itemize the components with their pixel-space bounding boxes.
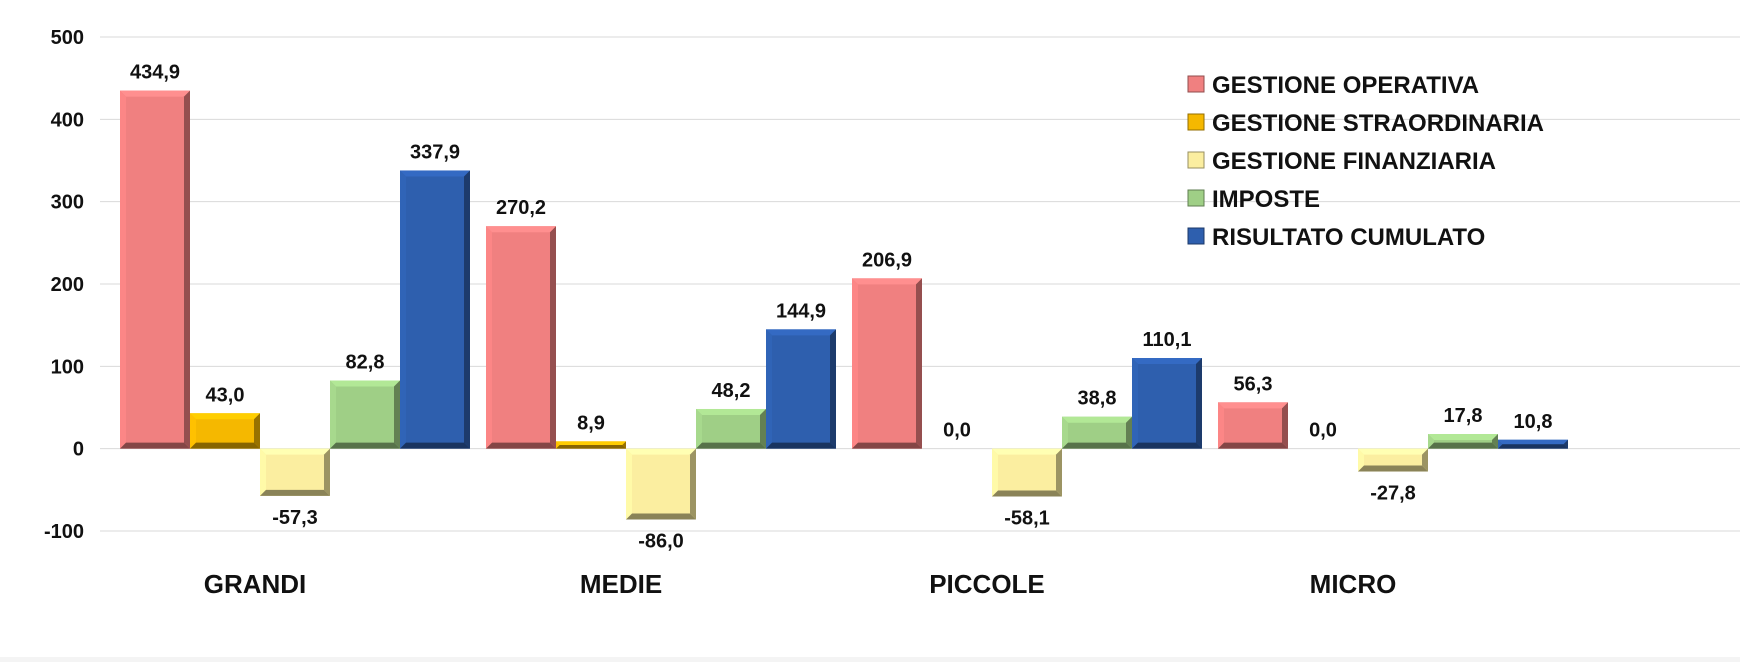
legend-label: GESTIONE OPERATIVA <box>1212 72 1479 99</box>
y-tick-label: 400 <box>51 109 84 131</box>
legend-item: GESTIONE STRAORDINARIA <box>1187 110 1544 137</box>
y-tick-label: 100 <box>51 356 84 378</box>
bar <box>556 441 626 449</box>
bars <box>120 90 1568 520</box>
bar <box>766 329 836 449</box>
bar <box>992 448 1062 497</box>
data-label: 0,0 <box>1309 420 1337 442</box>
legend-item: GESTIONE OPERATIVA <box>1187 72 1479 99</box>
bar <box>260 448 330 496</box>
category-label: GRANDI <box>204 569 307 599</box>
category-label: MICRO <box>1310 569 1397 599</box>
legend-label: IMPOSTE <box>1212 186 1320 213</box>
legend-item: RISULTATO CUMULATO <box>1187 224 1485 251</box>
legend-swatch <box>1187 151 1205 169</box>
data-label: 206,9 <box>862 249 912 271</box>
y-tick-label: 300 <box>51 192 84 214</box>
data-label: 0,0 <box>943 420 971 442</box>
bar <box>696 408 766 449</box>
bar <box>330 380 400 449</box>
legend-label: RISULTATO CUMULATO <box>1212 224 1485 251</box>
legend: GESTIONE OPERATIVA GESTIONE STRAORDINARIA… <box>1187 72 1544 251</box>
bar <box>1132 358 1202 449</box>
legend-swatch <box>1187 75 1205 93</box>
y-tick-label: -100 <box>44 521 84 543</box>
data-label: 434,9 <box>130 62 180 84</box>
y-tick-label: 500 <box>51 27 84 49</box>
data-label: -58,1 <box>1004 508 1050 530</box>
bar <box>852 278 922 449</box>
category-label: PICCOLE <box>929 569 1045 599</box>
data-label: -86,0 <box>638 530 684 552</box>
bar <box>486 226 556 449</box>
bar <box>1428 434 1498 449</box>
data-label: 82,8 <box>346 351 385 373</box>
data-label: 56,3 <box>1234 373 1273 395</box>
y-tick-label: 0 <box>73 439 84 461</box>
data-label: 270,2 <box>496 197 546 219</box>
bar <box>1218 402 1288 449</box>
bar <box>1358 448 1428 472</box>
bar <box>626 448 696 520</box>
x-axis: GRANDI MEDIE PICCOLE MICRO <box>204 569 1397 599</box>
data-label: -57,3 <box>272 507 318 529</box>
y-axis: -100 0 100 200 300 400 500 <box>44 27 84 543</box>
bar <box>400 170 470 449</box>
data-label: 17,8 <box>1444 405 1483 427</box>
legend-swatch <box>1187 189 1205 207</box>
legend-label: GESTIONE FINANZIARIA <box>1212 148 1496 175</box>
data-label: 8,9 <box>577 412 605 434</box>
legend-swatch <box>1187 113 1205 131</box>
legend-swatch <box>1187 227 1205 245</box>
data-label: 48,2 <box>712 380 751 402</box>
data-label: 38,8 <box>1078 388 1117 410</box>
data-label: 337,9 <box>410 141 460 163</box>
y-tick-label: 200 <box>51 274 84 296</box>
category-label: MEDIE <box>580 569 662 599</box>
bar <box>190 413 260 449</box>
data-label: 144,9 <box>776 300 826 322</box>
legend-item: GESTIONE FINANZIARIA <box>1187 148 1496 175</box>
data-labels: 434,9 43,0 -57,3 82,8 337,9 270,2 8,9 -86,0 48,2… <box>130 62 1553 553</box>
bar <box>1062 416 1132 449</box>
bar <box>120 90 190 449</box>
data-label: 110,1 <box>1143 329 1192 351</box>
data-label: -27,8 <box>1370 483 1416 505</box>
data-label: 10,8 <box>1514 411 1553 433</box>
legend-label: GESTIONE STRAORDINARIA <box>1212 110 1544 137</box>
legend-item: IMPOSTE <box>1187 186 1320 213</box>
bar <box>1498 439 1568 449</box>
data-label: 43,0 <box>206 384 245 406</box>
